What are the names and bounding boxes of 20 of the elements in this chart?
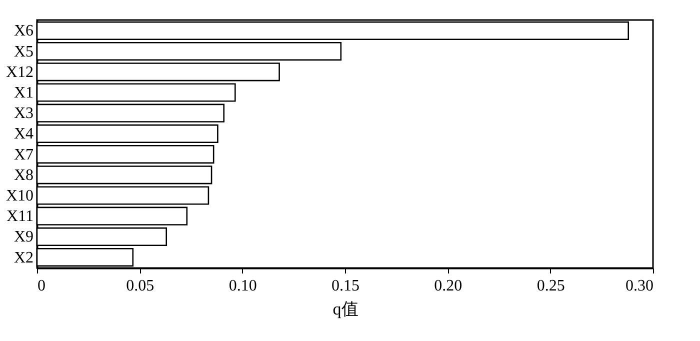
x-tick-label: 0.30	[626, 278, 654, 294]
x-tick-label: 0.15	[332, 278, 360, 294]
x-tick-label: 0.20	[434, 278, 462, 294]
y-tick-label: X10	[6, 187, 34, 204]
y-tick-label: X8	[14, 166, 34, 184]
y-tick-label: X4	[14, 126, 34, 143]
y-tick-label: X11	[6, 208, 34, 226]
x-tick-label: 0	[38, 278, 46, 294]
y-tick-label: X9	[14, 228, 34, 246]
y-tick-label: X1	[14, 84, 34, 102]
y-tick-label: X5	[14, 43, 34, 60]
y-tick-label: X6	[14, 22, 34, 40]
x-tick-label: 0.25	[536, 278, 565, 294]
x-tick-label: 0.10	[228, 278, 257, 294]
y-tick-label: X7	[14, 146, 34, 164]
x-tick-label: 0.05	[126, 278, 154, 294]
x-axis-title: q值	[332, 300, 358, 318]
y-tick-label: X2	[14, 249, 34, 266]
y-tick-label: X3	[14, 105, 34, 122]
y-tick-label: X12	[6, 64, 34, 81]
